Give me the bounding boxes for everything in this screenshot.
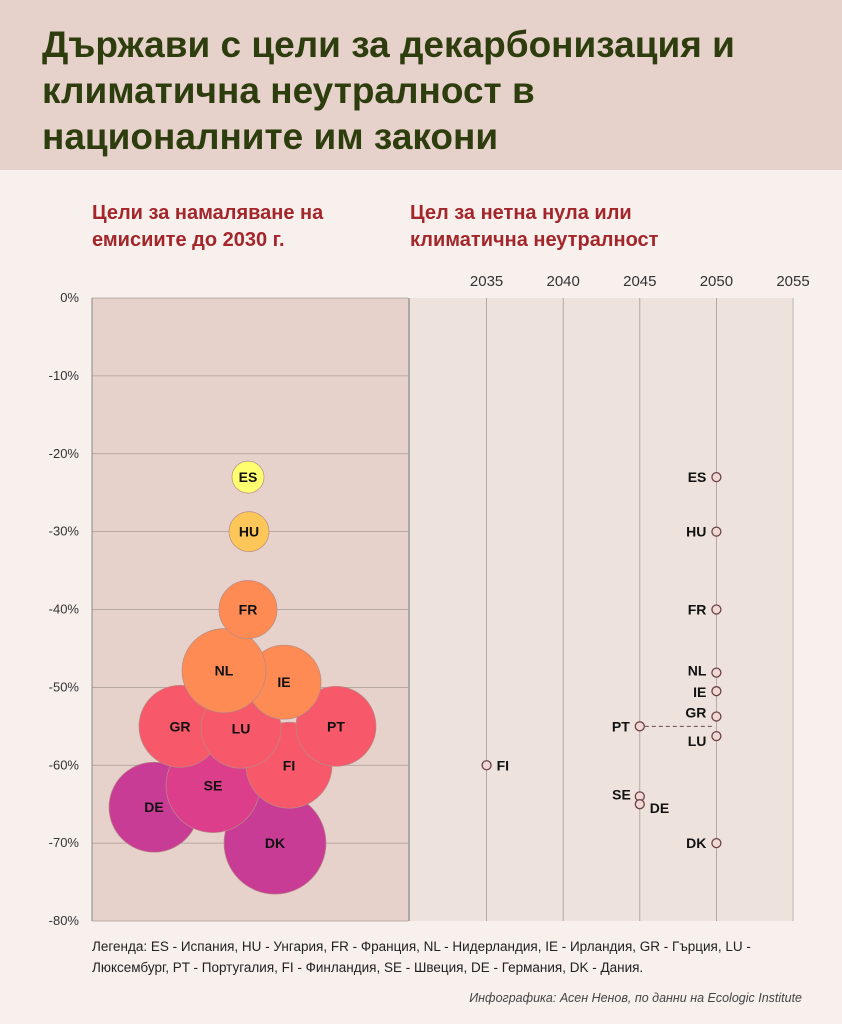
dot-label-se: SE (612, 786, 631, 802)
bubble-label-de: DE (144, 799, 163, 815)
subtitle-reduction: Цели за намаляване на емисиите до 2030 г… (92, 202, 324, 251)
dot-label-pt: PT (612, 718, 630, 734)
x-tick-label: 2050 (700, 273, 733, 290)
y-tick-label: -80% (49, 913, 80, 928)
dot-fr (711, 604, 722, 615)
x-tick-label: 2040 (547, 273, 580, 290)
y-tick-label: -20% (49, 446, 80, 461)
credit-text: Инфографика: Асен Ненов, по данни на Eco… (469, 991, 802, 1005)
bubble-es (231, 460, 265, 494)
bubble-label-pt: PT (327, 718, 345, 734)
x-tick-label: 2045 (623, 273, 656, 290)
bubble-label-dk: DK (265, 835, 285, 851)
dot-label-ie: IE (693, 684, 706, 700)
y-axis-labels: 0% -10% -20% -30% -40% -50% -60% -70% -80% (49, 290, 80, 928)
net-zero-dots: ES HU FR NL IE GR PT LU FI SE DE DK (481, 469, 722, 851)
dot-label-nl: NL (688, 663, 707, 679)
bubble-label-fr: FR (239, 602, 258, 618)
dot-label-fr: FR (688, 602, 707, 618)
dot-label-fi: FI (497, 757, 509, 773)
y-tick-label: -60% (49, 757, 80, 772)
bubble-label-gr: GR (170, 718, 191, 734)
reduction-bubbles: DE DK SE FI PT GR LU IE NL FR HU ES (108, 460, 377, 895)
bubble-label-nl: NL (215, 663, 234, 679)
y-tick-label: 0% (60, 290, 79, 305)
subtitle-net-zero: Цел за нетна нула или климатична неутрал… (410, 202, 659, 251)
x-tick-label: 2035 (470, 273, 503, 290)
bubble-pt (295, 685, 377, 767)
y-tick-label: -70% (49, 835, 80, 850)
bubble-label-hu: HU (239, 524, 259, 540)
bubble-hu (228, 511, 270, 552)
dot-label-es: ES (688, 469, 707, 485)
y-tick-label: -30% (49, 524, 80, 539)
x-axis-labels: 2035 2040 2045 2050 2055 (470, 273, 810, 290)
bubble-label-fi: FI (283, 757, 295, 773)
dot-label-gr: GR (685, 705, 706, 721)
header-band (0, 0, 842, 170)
dot-gr (711, 711, 722, 722)
y-tick-label: -50% (49, 679, 80, 694)
dot-label-de: DE (650, 800, 669, 816)
y-tick-label: -40% (49, 602, 80, 617)
dot-ie (711, 686, 722, 697)
legend-text: Легенда: ES - Испания, HU - Унгария, FR … (92, 939, 751, 975)
bubble-label-lu: LU (232, 720, 251, 736)
x-tick-label: 2055 (776, 273, 809, 290)
dot-label-lu: LU (688, 733, 707, 749)
dot-dk (711, 837, 722, 849)
bubble-nl (181, 628, 267, 713)
dot-de (634, 799, 645, 810)
dot-es (711, 471, 722, 483)
bubble-label-es: ES (239, 469, 258, 485)
dot-pt (634, 721, 645, 732)
net-zero-panel (410, 298, 792, 921)
bubble-label-ie: IE (277, 674, 290, 690)
bubble-label-se: SE (204, 778, 223, 794)
dot-lu (711, 730, 722, 742)
y-tick-label: -10% (49, 368, 80, 383)
page-title: Държави с цели за декарбонизация и клима… (42, 24, 735, 157)
dot-fi (481, 760, 492, 771)
dot-hu (711, 526, 722, 537)
dot-nl (711, 667, 722, 678)
bubble-fr (218, 580, 278, 639)
dot-label-dk: DK (686, 835, 706, 851)
dot-label-hu: HU (686, 524, 706, 540)
